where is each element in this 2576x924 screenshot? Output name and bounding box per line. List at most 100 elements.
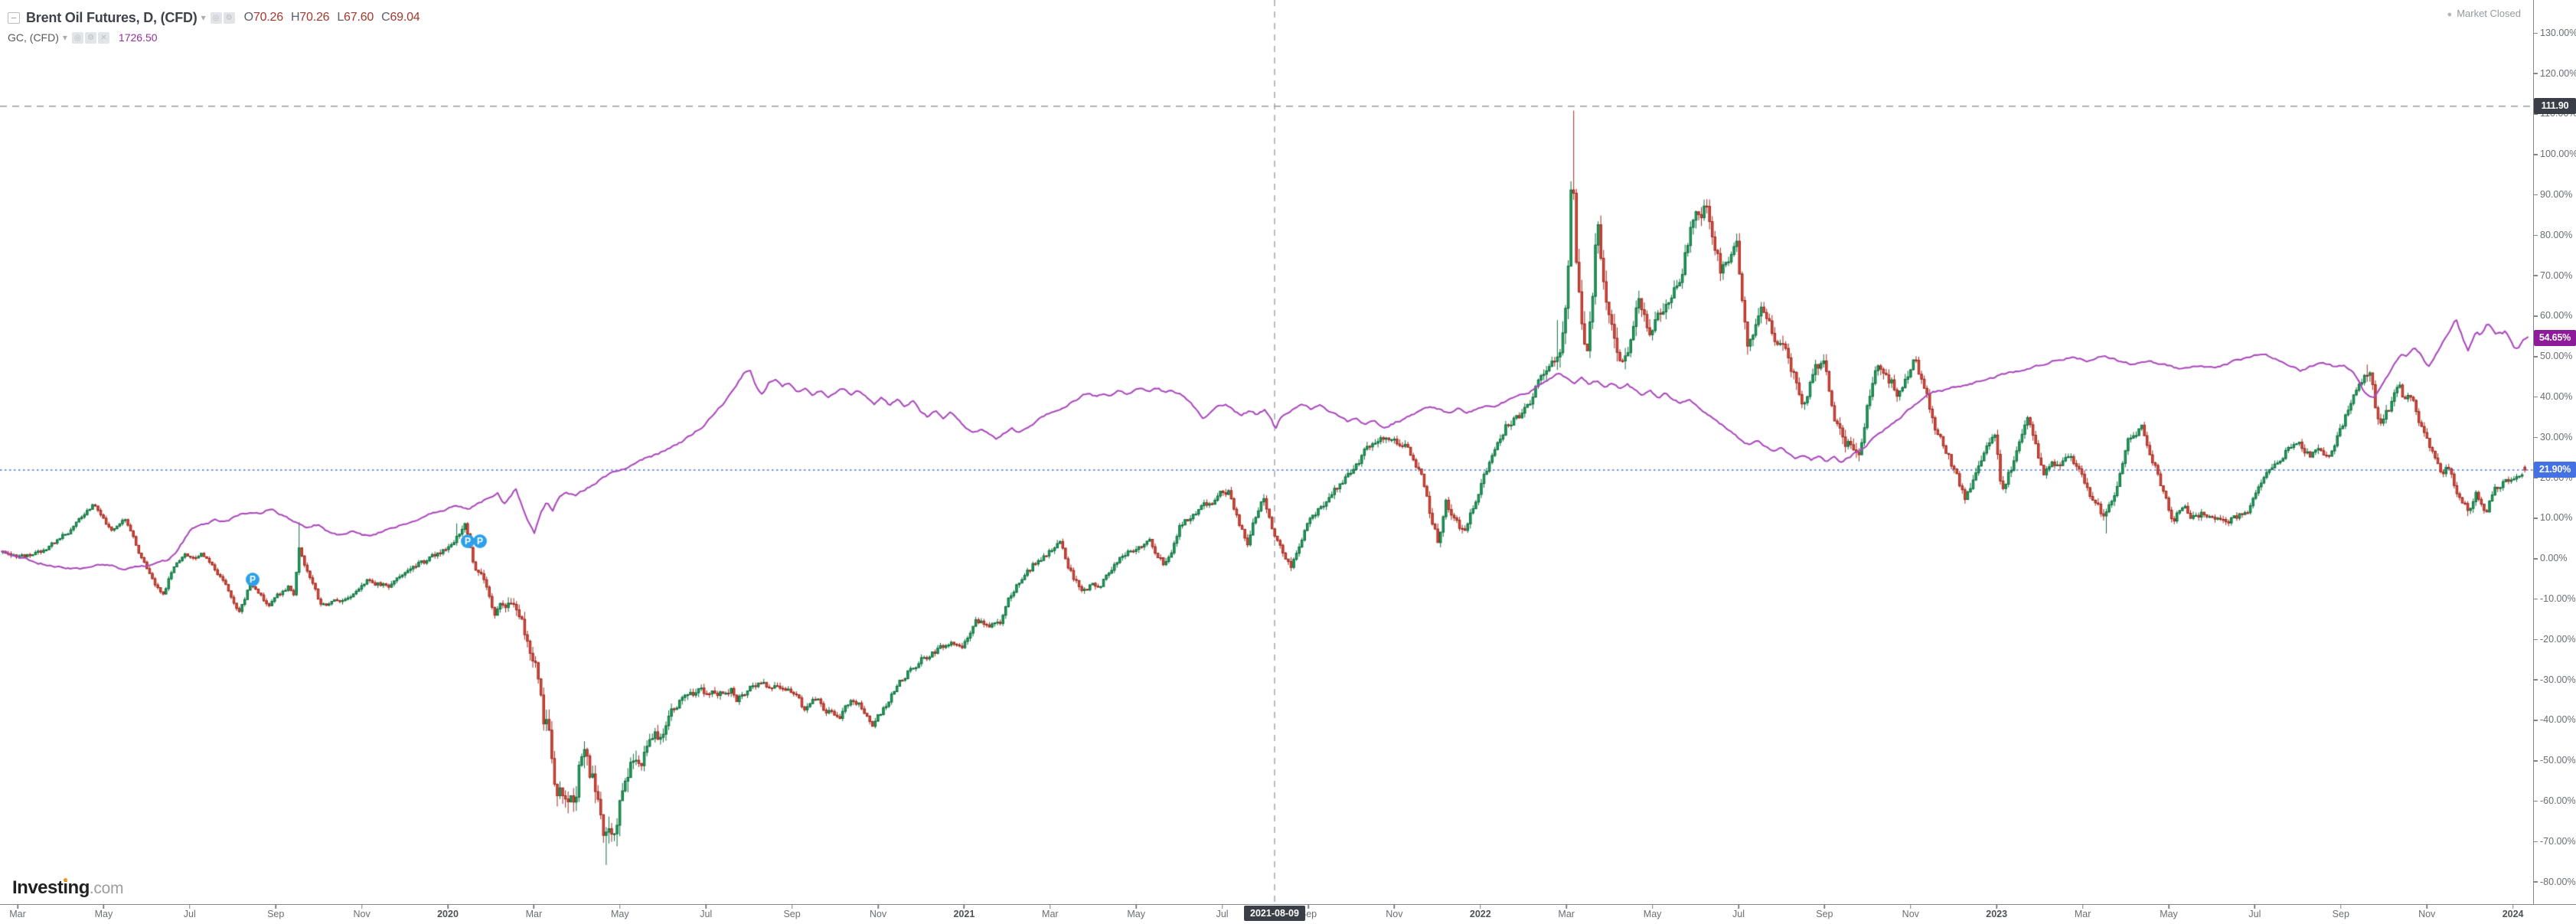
ohlc-values: O70.26 H70.26 L67.60 C69.04 (244, 11, 428, 24)
time-axis-month-label: May (1127, 909, 1145, 919)
price-axis-label: 40.00% (2534, 391, 2576, 403)
status-dot-icon: ● (2447, 10, 2453, 19)
tick-mark (2534, 518, 2538, 519)
brent-last-value-badge: 21.90% (2534, 462, 2576, 478)
low-value: 67.60 (344, 11, 374, 24)
tick-mark (2512, 905, 2514, 909)
visibility-icon[interactable]: ◎ (210, 11, 222, 24)
legend-collapse-icon[interactable]: − (8, 11, 20, 24)
time-axis-month-label: Nov (869, 909, 887, 919)
price-axis-label: 30.00% (2534, 432, 2576, 443)
tick-mark (1480, 905, 1481, 909)
time-axis[interactable]: 2021-08-09 Mar May Jul Sep Nov 2020 Mar May Jul S… (0, 904, 2576, 924)
tick-mark (103, 905, 105, 909)
tick-mark (1393, 905, 1396, 909)
tick-mark (1738, 905, 1739, 909)
tick-mark (533, 905, 535, 909)
price-axis-label: 100.00% (2534, 149, 2576, 160)
market-status: ● Market Closed (2447, 8, 2521, 19)
tick-mark (2534, 477, 2538, 478)
brand-suffix: .com (89, 880, 124, 897)
price-axis[interactable]: 111.90 54.65% 21.90% 130.00%120.00%110.0… (2533, 0, 2576, 905)
open-label: O (243, 11, 253, 24)
time-axis-month-label: Nov (2418, 909, 2436, 919)
tick-mark (2254, 905, 2256, 909)
time-axis-month-label: May (2160, 909, 2178, 919)
tick-mark (1651, 905, 1654, 909)
visibility-icon[interactable]: ◎ (71, 31, 83, 44)
tick-mark (1221, 905, 1223, 909)
high-value: 70.26 (299, 11, 330, 24)
time-axis-month-label: Jul (183, 909, 196, 919)
price-axis-label: -60.00% (2534, 795, 2576, 807)
time-axis-year-label: 2022 (1469, 909, 1491, 919)
tick-mark (2534, 275, 2538, 276)
time-axis-month-label: Nov (1386, 909, 1403, 919)
tick-mark (2534, 396, 2538, 398)
tick-mark (189, 905, 191, 909)
tick-mark (2534, 154, 2538, 155)
time-axis-year-label: 2024 (2502, 909, 2524, 919)
tick-mark (447, 905, 449, 909)
price-axis-label: -10.00% (2534, 593, 2576, 605)
compare-symbol-title[interactable]: GC, (CFD) (8, 31, 59, 44)
tick-mark (1996, 905, 1997, 909)
time-axis-month-label: Sep (783, 909, 801, 919)
compare-last-value: 1726.50 (118, 31, 158, 44)
time-axis-year-label: 2021 (953, 909, 975, 919)
tick-mark (877, 905, 879, 909)
close-icon[interactable]: ✕ (97, 31, 109, 44)
price-axis-label: -70.00% (2534, 836, 2576, 847)
time-axis-month-label: Mar (2074, 909, 2091, 919)
price-axis-label: -40.00% (2534, 714, 2576, 726)
price-axis-label: 0.00% (2534, 553, 2576, 564)
tick-mark (1135, 905, 1137, 909)
tick-mark (2534, 720, 2538, 721)
chevron-down-icon[interactable]: ▾ (62, 32, 67, 43)
tick-mark (1050, 905, 1051, 909)
tick-mark (2534, 558, 2538, 560)
level-price-badge: 111.90 (2534, 98, 2576, 115)
price-axis-label: 130.00% (2534, 28, 2576, 39)
settings-icon[interactable]: ⚙ (223, 11, 235, 24)
brand-text: Investing (12, 877, 90, 898)
tick-mark (2426, 905, 2427, 909)
tick-mark (2340, 905, 2342, 909)
low-label: L (337, 11, 344, 24)
time-axis-month-label: Sep (267, 909, 285, 919)
symbol-title[interactable]: Brent Oil Futures, D, (CFD) (26, 9, 198, 25)
compare-series-row: GC, (CFD) ▾ ◎ ⚙ ✕ 1726.50 (8, 29, 428, 46)
time-axis-month-label: Jul (2248, 909, 2261, 919)
tick-mark (1823, 905, 1826, 909)
tick-mark (2168, 905, 2170, 909)
chart-canvas[interactable] (0, 0, 2533, 905)
close-value: 69.04 (390, 11, 420, 24)
investing-logo[interactable]: Investing.com (12, 877, 123, 899)
tick-mark (1566, 905, 1567, 909)
tick-mark (2534, 638, 2538, 641)
tick-mark (2534, 436, 2538, 439)
price-axis-label: 60.00% (2534, 310, 2576, 322)
tick-mark (2534, 760, 2538, 762)
tick-mark (619, 905, 621, 909)
legend: − Brent Oil Futures, D, (CFD) ▾ ◎ ⚙ O70.… (8, 8, 428, 46)
tick-mark (2534, 32, 2538, 34)
close-label: C (381, 11, 390, 24)
price-axis-label: -80.00% (2534, 877, 2576, 888)
settings-icon[interactable]: ⚙ (84, 31, 96, 44)
tick-mark (791, 905, 793, 909)
chevron-down-icon[interactable]: ▾ (201, 12, 206, 23)
time-axis-month-label: Sep (2332, 909, 2349, 919)
tick-mark (2081, 905, 2084, 909)
open-value: 70.26 (253, 11, 283, 24)
time-axis-month-label: May (610, 909, 629, 919)
time-axis-year-label: 2020 (437, 909, 459, 919)
time-axis-month-label: Mar (525, 909, 543, 919)
price-axis-label: 70.00% (2534, 270, 2576, 282)
tick-mark (2534, 800, 2538, 802)
status-label: Market Closed (2457, 8, 2521, 19)
time-axis-month-label: Mar (1558, 909, 1575, 919)
tick-mark (2534, 679, 2538, 681)
tick-mark (361, 905, 363, 909)
